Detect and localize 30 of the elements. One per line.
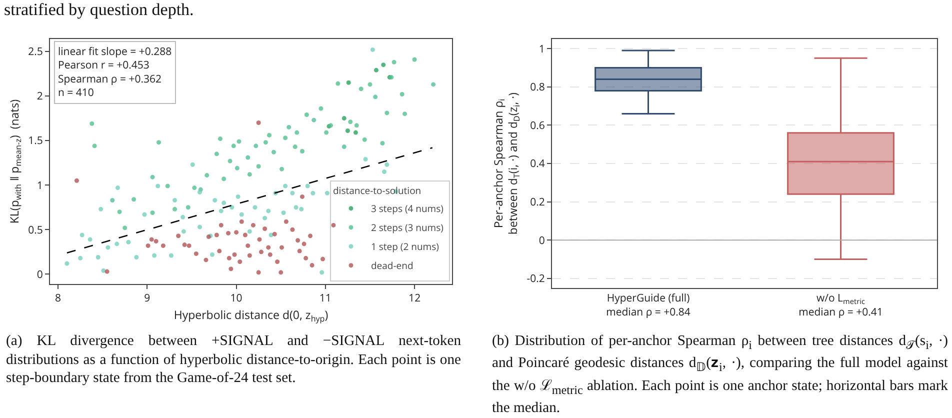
x-tick-label: 10 <box>230 292 242 306</box>
legend-title: distance-to-solution <box>332 184 422 197</box>
y-tick-label: 0.8 <box>530 80 545 95</box>
x-tick-label: 12 <box>408 292 421 306</box>
legend-label: 2 steps (3 nums) <box>370 221 444 234</box>
y-tick-label: 2 <box>36 90 43 104</box>
y-tick-label: 0.4 <box>530 157 545 172</box>
x-tick-label: w/o L$_{metric}$ median ρ = +0.41 <box>798 292 883 320</box>
x-tick-label: HyperGuide (full) median ρ = +0.84 <box>606 292 690 320</box>
annotation: linear fit slope = +0.288 Pearson r = +0.453 Spearman ρ = +0.362 n = 410 <box>58 45 172 100</box>
y-tick-label: 0 <box>538 234 545 248</box>
text: stratified by question depth. <box>4 0 194 20</box>
y-tick-label: -0.2 <box>526 272 545 286</box>
y-tick-label: 1 <box>538 42 545 56</box>
legend-label: 3 steps (4 nums) <box>370 202 444 216</box>
text: (b) Distribution of per-anchor Spearman ρ$_{i}$ between tree distances d$_{𝒯}$(s$_{i}$, ·) and Poincaré geodesic distances d$_{𝔻}$(𝐳$_{i}$, ·), comparing the full model against the w/o ℒ$_{metric}$ ablation. Each point is one anchor state; horizontal bars mark the median. <box>492 333 948 416</box>
y-tick-label: 0.6 <box>530 118 545 133</box>
legend-label: 1 step (2 nums) <box>370 240 440 254</box>
y-tick-label: 0.2 <box>530 195 545 210</box>
text: (a) KL divergence between +SIGNAL and −SIGNAL next-token distributions as a function of hyperbolic distance-to-origin. Each point is one step-boundary state from the Game-of-24 test set. <box>6 332 461 388</box>
y-tick-label: 1.5 <box>28 134 43 148</box>
x-tick-label: 8 <box>55 292 62 306</box>
y-tick-label: 2.5 <box>28 45 43 60</box>
y-tick-label: 0 <box>36 268 43 282</box>
legend-label: dead-end <box>370 259 414 272</box>
x-tick-label: 9 <box>144 292 150 306</box>
y-tick-label: 1 <box>36 178 43 193</box>
y-tick-label: 0.5 <box>28 223 43 238</box>
x-axis-title: Hyperbolic distance d(0, z$_{hyp}$) <box>174 308 328 325</box>
x-tick-label: 11 <box>319 292 332 306</box>
